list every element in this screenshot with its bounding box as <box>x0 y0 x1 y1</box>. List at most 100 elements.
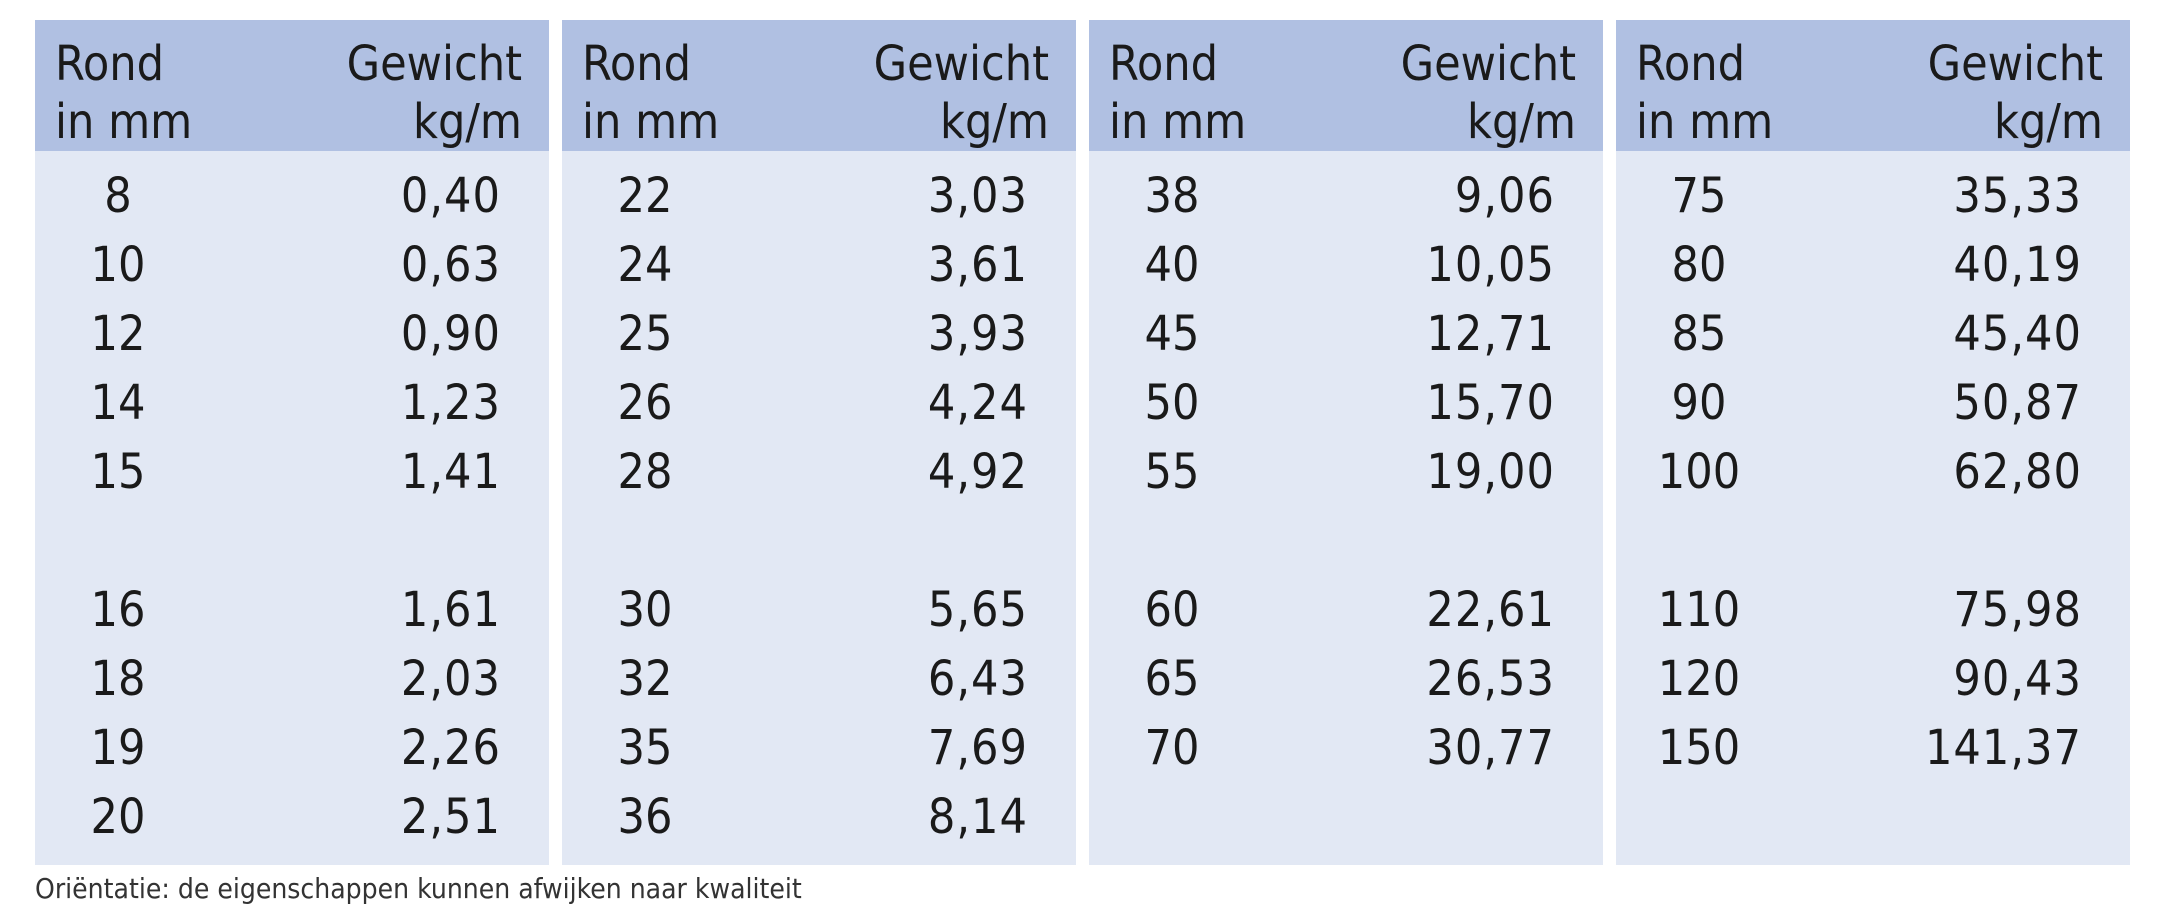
group-spacer <box>1089 506 1603 575</box>
weight-value: 1,61 <box>400 581 501 638</box>
weight-value: 50,87 <box>1953 374 2082 431</box>
weight-value: 1,23 <box>400 374 501 431</box>
table-row: 14 1,23 <box>35 368 549 437</box>
diameter-value: 45 <box>1144 305 1200 362</box>
diameter-value: 12 <box>90 305 146 362</box>
table-row: 45 12,71 <box>1089 299 1603 368</box>
table-row: 15 1,41 <box>35 437 549 506</box>
table-row: 60 22,61 <box>1089 575 1603 644</box>
weight-value: 90,43 <box>1953 650 2082 707</box>
weight-header: Gewicht kg/m <box>874 35 1049 151</box>
diameter-value: 26 <box>617 374 673 431</box>
table-row: 24 3,61 <box>562 230 1076 299</box>
diameter-header: Rond in mm <box>55 35 192 151</box>
diameter-value: 19 <box>90 719 146 776</box>
diameter-value: 120 <box>1657 650 1741 707</box>
table-row: 30 5,65 <box>562 575 1076 644</box>
weight-value: 62,80 <box>1953 443 2082 500</box>
weight-header-line2: kg/m <box>939 94 1049 150</box>
diameter-header-line2: in mm <box>55 94 193 150</box>
diameter-value: 18 <box>90 650 146 707</box>
weight-value: 6,43 <box>927 650 1028 707</box>
table-row: 28 4,92 <box>562 437 1076 506</box>
table-header: Rond in mm Gewicht kg/m <box>1616 20 2130 151</box>
table-row: 90 50,87 <box>1616 368 2130 437</box>
diameter-header: Rond in mm <box>582 35 719 151</box>
weight-value: 141,37 <box>1924 719 2082 776</box>
table-row: 19 2,26 <box>35 713 549 782</box>
weight-value: 3,93 <box>927 305 1028 362</box>
table-header: Rond in mm Gewicht kg/m <box>562 20 1076 151</box>
diameter-header-line1: Rond <box>1109 36 1219 92</box>
diameter-value: 14 <box>90 374 146 431</box>
weight-value: 8,14 <box>927 788 1028 845</box>
weight-header: Gewicht kg/m <box>1928 35 2103 151</box>
diameter-value: 20 <box>90 788 146 845</box>
diameter-header-line1: Rond <box>1636 36 1746 92</box>
table-row: 65 26,53 <box>1089 644 1603 713</box>
diameter-value: 22 <box>617 167 673 224</box>
diameter-header-line2: in mm <box>1636 94 1774 150</box>
diameter-value: 100 <box>1657 443 1741 500</box>
diameter-value: 55 <box>1144 443 1200 500</box>
table-row: 26 4,24 <box>562 368 1076 437</box>
table-row: 50 15,70 <box>1089 368 1603 437</box>
footnote: Oriëntatie: de eigenschappen kunnen afwi… <box>35 872 802 905</box>
weight-header-line2: kg/m <box>1993 94 2103 150</box>
table-header: Rond in mm Gewicht kg/m <box>35 20 549 151</box>
diameter-header-line2: in mm <box>582 94 720 150</box>
table-row: 35 7,69 <box>562 713 1076 782</box>
group-spacer <box>562 506 1076 575</box>
weight-value: 1,41 <box>400 443 501 500</box>
table-row: 16 1,61 <box>35 575 549 644</box>
diameter-value: 150 <box>1657 719 1741 776</box>
diameter-value: 16 <box>90 581 146 638</box>
weight-value: 45,40 <box>1953 305 2082 362</box>
weight-value: 4,92 <box>927 443 1028 500</box>
table-row: 32 6,43 <box>562 644 1076 713</box>
diameter-value: 65 <box>1144 650 1200 707</box>
table-row: 22 3,03 <box>562 161 1076 230</box>
weight-value: 15,70 <box>1426 374 1555 431</box>
weight-value: 3,03 <box>927 167 1028 224</box>
diameter-value: 36 <box>617 788 673 845</box>
table-row: 38 9,06 <box>1089 161 1603 230</box>
table-row: 100 62,80 <box>1616 437 2130 506</box>
weight-value: 22,61 <box>1426 581 1555 638</box>
table-row: 36 8,14 <box>562 782 1076 851</box>
table-block: Rond in mm Gewicht kg/m 8 0,40 10 0,63 12 0,90 14 1… <box>35 20 549 865</box>
weight-header-line1: Gewicht <box>1927 36 2103 92</box>
table-body: 22 3,03 24 3,61 25 3,93 26 4,24 28 4,92 30 5,65 32 6,… <box>562 151 1076 865</box>
weight-value: 2,26 <box>400 719 501 776</box>
weight-value: 35,33 <box>1953 167 2082 224</box>
table-row: 120 90,43 <box>1616 644 2130 713</box>
diameter-value: 80 <box>1671 236 1727 293</box>
table-block: Rond in mm Gewicht kg/m 22 3,03 24 3,61 25 3,93 26… <box>562 20 1076 865</box>
table-row: 8 0,40 <box>35 161 549 230</box>
diameter-header: Rond in mm <box>1109 35 1246 151</box>
weight-value: 9,06 <box>1454 167 1555 224</box>
weight-value: 3,61 <box>927 236 1028 293</box>
table-row: 10 0,63 <box>35 230 549 299</box>
table-body: 8 0,40 10 0,63 12 0,90 14 1,23 15 1,41 16 1,61 18 2,0… <box>35 151 549 865</box>
diameter-value: 35 <box>617 719 673 776</box>
diameter-value: 32 <box>617 650 673 707</box>
diameter-value: 38 <box>1144 167 1200 224</box>
diameter-value: 24 <box>617 236 673 293</box>
weight-header-line1: Gewicht <box>346 36 522 92</box>
weight-header: Gewicht kg/m <box>1401 35 1576 151</box>
diameter-value: 15 <box>90 443 146 500</box>
diameter-value: 60 <box>1144 581 1200 638</box>
weight-value: 19,00 <box>1426 443 1555 500</box>
table-row: 85 45,40 <box>1616 299 2130 368</box>
diameter-value: 30 <box>617 581 673 638</box>
weight-value: 30,77 <box>1426 719 1555 776</box>
weight-value: 0,90 <box>400 305 501 362</box>
diameter-value: 110 <box>1657 581 1741 638</box>
weight-value: 5,65 <box>927 581 1028 638</box>
diameter-value: 40 <box>1144 236 1200 293</box>
table-row: 110 75,98 <box>1616 575 2130 644</box>
table-body: 75 35,33 80 40,19 85 45,40 90 50,87 100 62,80 110 7… <box>1616 151 2130 865</box>
weight-header-line2: kg/m <box>412 94 522 150</box>
diameter-value: 25 <box>617 305 673 362</box>
